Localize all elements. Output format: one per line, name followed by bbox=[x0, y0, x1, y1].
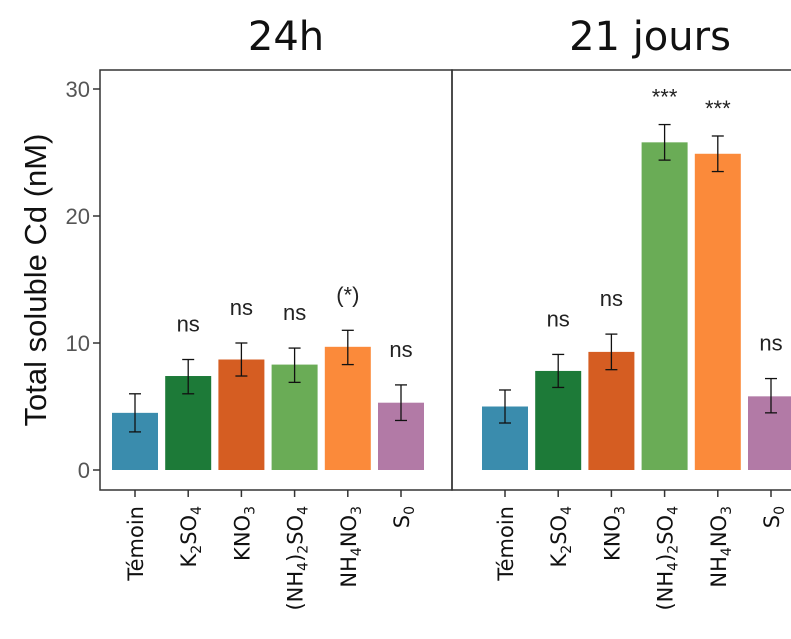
y-tick-label: 0 bbox=[78, 458, 90, 483]
x-tick-label: KNO3 bbox=[230, 506, 258, 561]
x-tick-label: (NH4)2SO4 bbox=[284, 506, 312, 611]
y-tick-label: 20 bbox=[66, 204, 90, 229]
significance-label: ns bbox=[547, 306, 570, 331]
y-axis: 0 10 20 30 bbox=[66, 77, 100, 483]
bar bbox=[641, 142, 688, 470]
bar bbox=[218, 359, 265, 470]
significance-label: *** bbox=[652, 85, 678, 110]
x-tick-label: KNO3 bbox=[600, 506, 628, 561]
bar bbox=[324, 346, 371, 470]
y-tick-label: 30 bbox=[66, 77, 90, 102]
y-axis-label: Total soluble Cd (nM) bbox=[18, 134, 53, 427]
significance-label: ns bbox=[230, 295, 253, 320]
significance-label: ns bbox=[177, 312, 200, 337]
x-tick-label: NH4NO3 bbox=[707, 506, 735, 588]
x-tick-label: S0 bbox=[390, 506, 418, 528]
x-tick-label: (NH4)2SO4 bbox=[654, 506, 682, 611]
x-tick-label: K2SO4 bbox=[177, 506, 205, 568]
x-tick-label: K2SO4 bbox=[547, 506, 575, 568]
significance-label: ns bbox=[283, 300, 306, 325]
x-tick-label: S0 bbox=[760, 506, 788, 528]
x-tick-label: Témoin bbox=[494, 506, 518, 582]
panel-frame bbox=[451, 69, 791, 491]
bar bbox=[748, 396, 791, 470]
x-tick-label: NH4NO3 bbox=[337, 506, 365, 588]
panel-title: 24h bbox=[248, 14, 324, 60]
significance-label: ns bbox=[389, 337, 412, 362]
panel-title: 21 jours bbox=[569, 14, 731, 60]
significance-label: (*) bbox=[336, 282, 359, 307]
bar bbox=[694, 153, 741, 470]
panel-21-jours: 21 jours Témoin ns K2SO4 ns KNO3 *** (NH4)2SO4 *… bbox=[451, 14, 791, 611]
bar bbox=[588, 351, 635, 470]
panel-24h: 24h Témoin ns K2SO4 ns KNO3 ns (NH4)2SO4 (*) NH4N… bbox=[99, 14, 453, 611]
significance-label: ns bbox=[600, 286, 623, 311]
x-tick-label: Témoin bbox=[124, 506, 148, 582]
significance-label: *** bbox=[705, 96, 731, 121]
significance-label: ns bbox=[759, 331, 782, 356]
y-tick-label: 10 bbox=[66, 331, 90, 356]
